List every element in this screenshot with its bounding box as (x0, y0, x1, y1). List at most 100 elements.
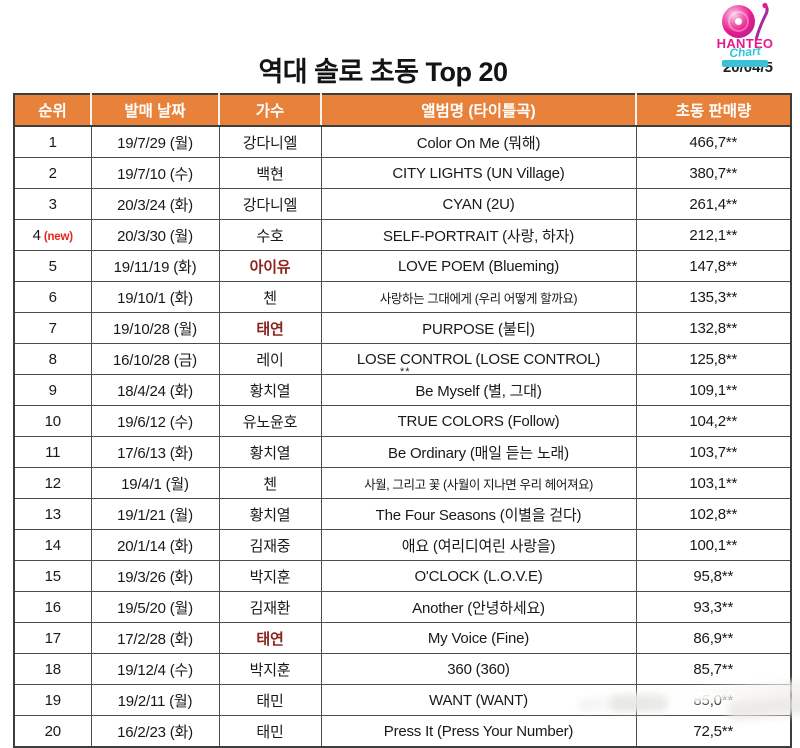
sales-cell: 85,0** (635, 684, 792, 716)
date-cell: 19/5/20 (월) (90, 591, 220, 623)
album-cell: CYAN (2U) (320, 188, 637, 220)
table-row: 4 (new) 20/3/30 (월) 수호 SELF-PORTRAIT (사랑,… (13, 219, 792, 251)
sales-cell: 135,3** (635, 281, 792, 313)
album-cell: O'CLOCK (L.O.V.E) (320, 560, 637, 592)
table-row: 20 16/2/23 (화) 태민 Press It (Press Your N… (13, 715, 792, 748)
table-row: 19 19/2/11 (월) 태민 WANT (WANT) 85,0** (13, 684, 792, 716)
date-cell: 19/3/26 (화) (90, 560, 220, 592)
logo-wordmark: HANTEO (716, 36, 774, 51)
logo-banner (722, 60, 768, 67)
artist-cell: 첸 (218, 281, 322, 313)
rank-cell: 20 (13, 715, 92, 748)
table-row: 6 19/10/1 (화) 첸 사랑하는 그대에게 (우리 어떻게 할까요) 1… (13, 281, 792, 313)
header-cell-sales: 초동 판매량 (635, 94, 791, 127)
artist-cell: 황치열 (218, 436, 322, 468)
table-row: 2 19/7/10 (수) 백현 CITY LIGHTS (UN Village… (13, 157, 792, 189)
date-cell: 17/6/13 (화) (90, 436, 220, 468)
sales-cell: 95,8** (635, 560, 792, 592)
sales-cell: 86,9** (635, 622, 792, 654)
album-cell: Color On Me (뭐해) (320, 125, 637, 158)
date-cell: 18/4/24 (화) (90, 374, 220, 406)
tonearm-icon (755, 2, 769, 40)
table-row: 11 17/6/13 (화) 황치열 Be Ordinary (매일 듣는 노래… (13, 436, 792, 468)
date-cell: 19/10/28 (월) (90, 312, 220, 344)
table-row: 8 16/10/28 (금) 레이 LOSE CONTROL (LOSE CON… (13, 343, 792, 375)
album-cell: My Voice (Fine) (320, 622, 637, 654)
rank-cell: 17 (13, 622, 92, 654)
rank-cell: 18 (13, 653, 92, 685)
artist-cell: 첸 (218, 467, 322, 499)
hanteo-logo: HANTEO Chart (706, 2, 784, 67)
sales-cell: 104,2** (635, 405, 792, 437)
album-cell: SELF-PORTRAIT (사랑, 하자) (320, 219, 637, 251)
artist-cell: 황치열 (218, 374, 322, 406)
date-cell: 19/7/10 (수) (90, 157, 220, 189)
header-cell-album: 앨범명 (타이틀곡) (320, 94, 636, 127)
album-title: LOSE CONTROL (LOSE CONTROL) (356, 350, 601, 368)
sales-cell: 125,8** (635, 343, 792, 375)
album-cell: Press It (Press Your Number) (320, 715, 637, 748)
album-cell: Another (안녕하세요) (320, 591, 637, 623)
date-cell: 16/2/23 (화) (90, 715, 220, 748)
table-row: 16 19/5/20 (월) 김재환 Another (안녕하세요) 93,3*… (13, 591, 792, 623)
date-cell: 19/11/19 (화) (90, 250, 220, 282)
rank-cell: 9 (13, 374, 92, 406)
table-row: 3 20/3/24 (화) 강다니엘 CYAN (2U) 261,4** (13, 188, 792, 220)
sales-cell: 261,4** (635, 188, 792, 220)
rank-cell: 14 (13, 529, 92, 561)
date-cell: 19/1/21 (월) (90, 498, 220, 530)
sales-cell: 103,7** (635, 436, 792, 468)
vinyl-record-icon (722, 5, 755, 38)
table-row: 13 19/1/21 (월) 황치열 The Four Seasons (이별을… (13, 498, 792, 530)
rank-cell: 12 (13, 467, 92, 499)
table-row: 5 19/11/19 (화) 아이유 LOVE POEM (Blueming) … (13, 250, 792, 282)
artist-cell: 아이유 (218, 250, 322, 282)
table-row: 14 20/1/14 (화) 김재중 애요 (여리디여린 사랑을) 100,1*… (13, 529, 792, 561)
date-cell: 19/2/11 (월) (90, 684, 220, 716)
sales-cell: 100,1** (635, 529, 792, 561)
table-row: 10 19/6/12 (수) 유노윤호 TRUE COLORS (Follow)… (13, 405, 792, 437)
table-row: 9 18/4/24 (화) 황치열 Be Myself (별, 그대) 109,… (13, 374, 792, 406)
artist-cell: 박지훈 (218, 560, 322, 592)
rank-cell: 15 (13, 560, 92, 592)
rank-cell: 13 (13, 498, 92, 530)
date-cell: 16/10/28 (금) (90, 343, 220, 375)
rank-cell: 8 (13, 343, 92, 375)
table-row: 15 19/3/26 (화) 박지훈 O'CLOCK (L.O.V.E) 95,… (13, 560, 792, 592)
rank-cell: 16 (13, 591, 92, 623)
rank-cell: 4 (new) (13, 219, 92, 251)
table-row: 1 19/7/29 (월) 강다니엘 Color On Me (뭐해) 466,… (13, 125, 792, 158)
artist-cell: 유노윤호 (218, 405, 322, 437)
sales-cell: 102,8** (635, 498, 792, 530)
album-cell: 사랑하는 그대에게 (우리 어떻게 할까요) (320, 281, 637, 313)
rank-cell: 3 (13, 188, 92, 220)
album-cell: 애요 (여리디여린 사랑을) (320, 529, 637, 561)
album-cell: LOVE POEM (Blueming) (320, 250, 637, 282)
rank-cell: 6 (13, 281, 92, 313)
rank-cell: 5 (13, 250, 92, 282)
sales-cell: 72,5** (635, 715, 792, 748)
page-title: 역대 솔로 초동 Top 20 (258, 57, 508, 87)
artist-cell: 강다니엘 (218, 188, 322, 220)
table-row: 12 19/4/1 (월) 첸 사월, 그리고 꽃 (사월이 지나면 우리 헤어… (13, 467, 792, 499)
sales-cell: 132,8** (635, 312, 792, 344)
table-row: 17 17/2/28 (화) 태연 My Voice (Fine) 86,9** (13, 622, 792, 654)
date-cell: 20/3/30 (월) (90, 219, 220, 251)
artist-cell: 김재중 (218, 529, 322, 561)
sales-cell: 380,7** (635, 157, 792, 189)
album-cell: TRUE COLORS (Follow) (320, 405, 637, 437)
sales-cell: 103,1** (635, 467, 792, 499)
sales-cell: 466,7** (635, 125, 792, 158)
date-cell: 17/2/28 (화) (90, 622, 220, 654)
rank-value: 4 (32, 226, 41, 244)
artist-cell: 김재환 (218, 591, 322, 623)
date-cell: 19/12/4 (수) (90, 653, 220, 685)
date-cell: 20/1/14 (화) (90, 529, 220, 561)
artist-cell: 강다니엘 (218, 125, 322, 158)
table-header-row: 순위 발매 날짜 가수 앨범명 (타이틀곡) 초동 판매량 (14, 94, 791, 127)
artist-cell: 수호 (218, 219, 322, 251)
rank-cell: 2 (13, 157, 92, 189)
date-cell: 19/4/1 (월) (90, 467, 220, 499)
rank-cell: 7 (13, 312, 92, 344)
artist-cell: 백현 (218, 157, 322, 189)
